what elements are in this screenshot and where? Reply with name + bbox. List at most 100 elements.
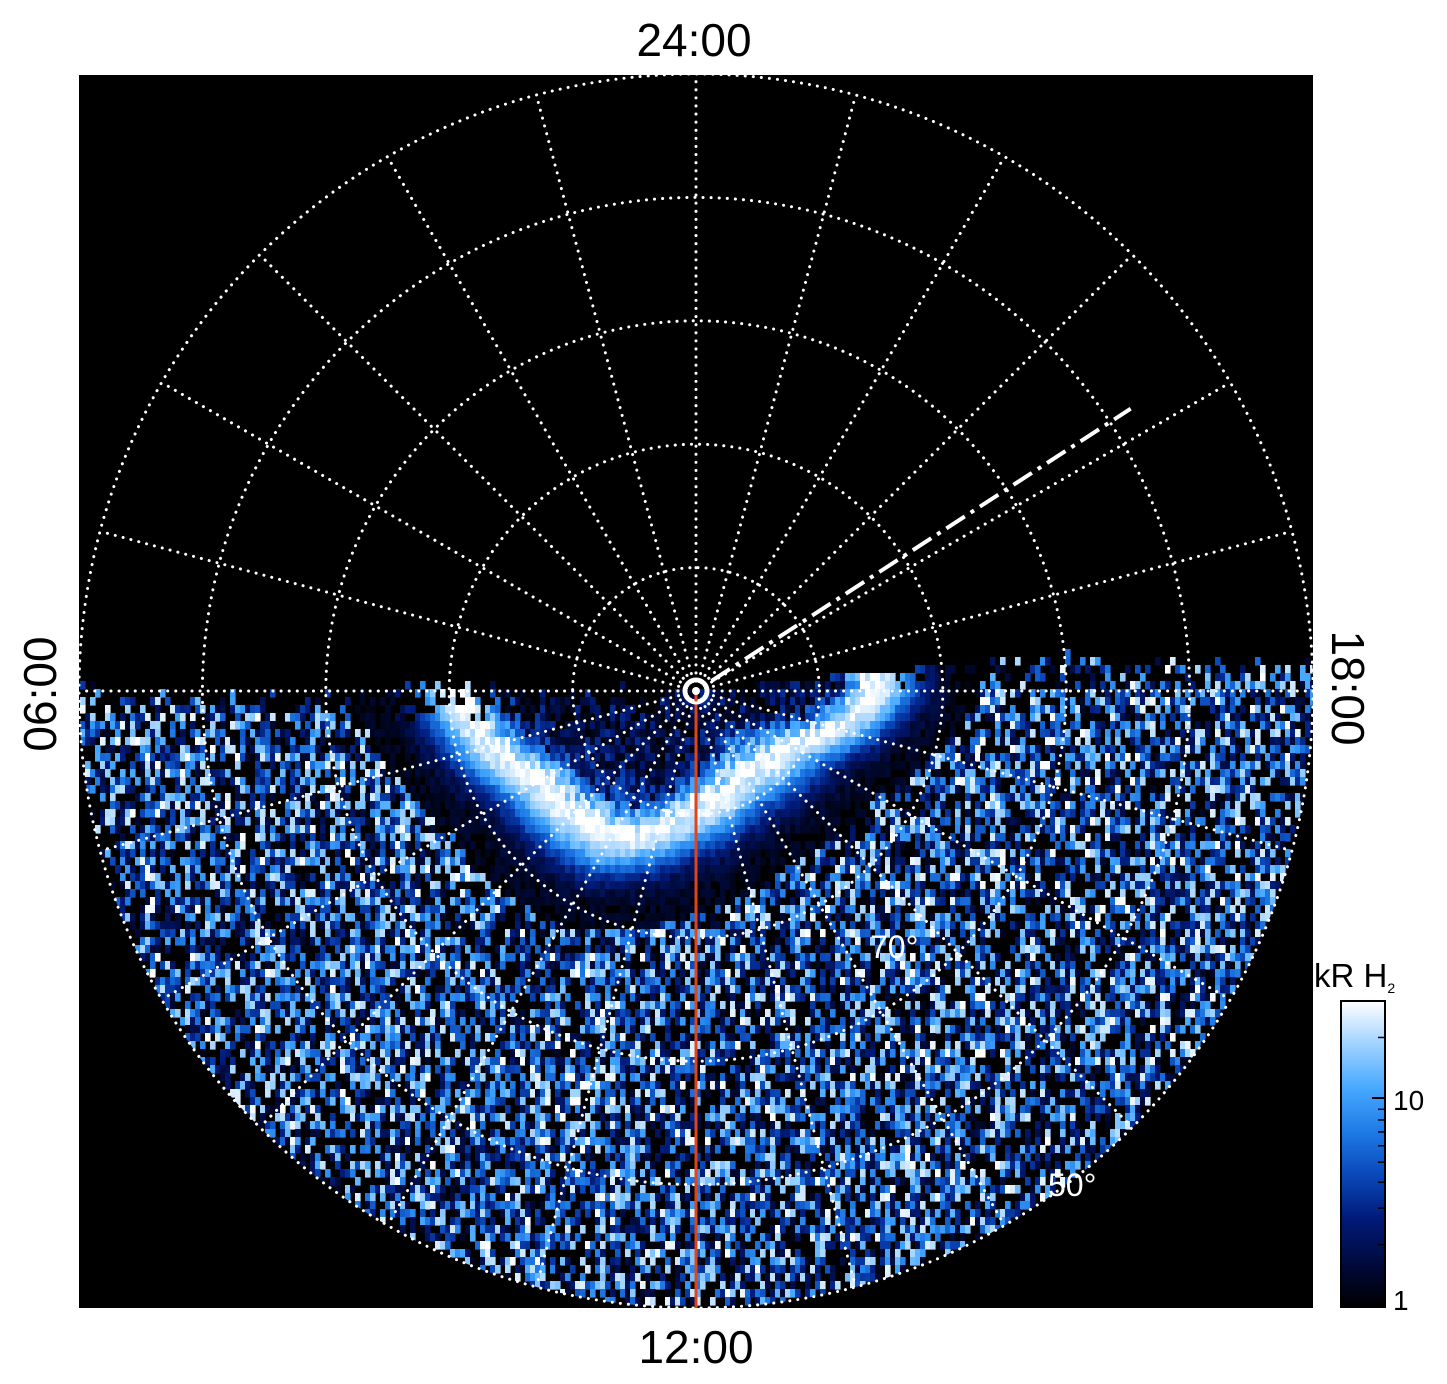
- emission-cell: [830, 801, 836, 810]
- emission-cell: [1120, 705, 1126, 714]
- emission-cell: [565, 905, 571, 914]
- emission-cell: [1110, 801, 1116, 810]
- emission-cell: [925, 689, 931, 698]
- emission-cell: [395, 849, 401, 858]
- emission-cell: [275, 753, 281, 762]
- emission-cell: [505, 761, 511, 770]
- emission-cell: [1070, 777, 1076, 786]
- emission-cell: [870, 769, 876, 778]
- emission-cell: [765, 737, 771, 746]
- emission-cell: [140, 745, 146, 754]
- emission-cell: [895, 809, 901, 818]
- emission-cell: [240, 785, 246, 794]
- emission-cell: [755, 785, 761, 794]
- emission-cell: [385, 705, 391, 714]
- emission-cell: [805, 873, 811, 882]
- emission-cell: [840, 745, 846, 754]
- emission-cell: [1180, 665, 1186, 674]
- emission-cell: [1030, 857, 1036, 866]
- emission-cell: [690, 737, 696, 746]
- emission-cell: [925, 665, 931, 674]
- emission-cell: [1265, 713, 1271, 722]
- emission-cell: [935, 665, 941, 674]
- emission-cell: [710, 849, 716, 858]
- emission-cell: [415, 889, 421, 898]
- emission-cell: [260, 905, 266, 914]
- emission-cell: [405, 729, 411, 738]
- emission-cell: [195, 737, 201, 746]
- emission-cell: [620, 817, 626, 826]
- emission-cell: [905, 833, 911, 842]
- emission-cell: [755, 753, 761, 762]
- emission-cell: [755, 801, 761, 810]
- emission-cell: [1010, 865, 1016, 874]
- emission-cell: [590, 865, 596, 874]
- emission-cell: [295, 793, 301, 802]
- emission-cell: [825, 681, 831, 690]
- emission-cell: [740, 713, 746, 722]
- emission-cell: [1165, 841, 1171, 850]
- emission-cell: [815, 745, 821, 754]
- emission-cell: [845, 785, 851, 794]
- emission-cell: [470, 777, 476, 786]
- emission-cell: [1115, 905, 1121, 914]
- emission-cell: [305, 905, 311, 914]
- emission-cell: [915, 665, 921, 674]
- emission-cell: [850, 697, 856, 706]
- emission-cell: [885, 737, 891, 746]
- emission-cell: [1220, 769, 1226, 778]
- emission-cell: [385, 857, 391, 866]
- emission-cell: [645, 825, 651, 834]
- emission-cell: [1010, 825, 1016, 834]
- emission-cell: [1175, 753, 1181, 762]
- emission-cell: [605, 865, 611, 874]
- emission-cell: [415, 689, 421, 698]
- emission-cell: [725, 705, 731, 714]
- emission-cell: [525, 753, 531, 762]
- emission-cell: [1135, 721, 1141, 730]
- emission-cell: [195, 729, 201, 738]
- emission-cell: [85, 737, 91, 746]
- emission-cell: [1120, 753, 1126, 762]
- emission-cell: [995, 697, 1001, 706]
- emission-cell: [975, 833, 981, 842]
- emission-cell: [1250, 777, 1256, 786]
- emission-cell: [315, 769, 321, 778]
- emission-cell: [655, 865, 661, 874]
- emission-cell: [690, 809, 696, 818]
- emission-cell: [1215, 881, 1221, 890]
- emission-cell: [560, 769, 566, 778]
- emission-cell: [525, 713, 531, 722]
- emission-cell: [1070, 721, 1076, 730]
- emission-cell: [1290, 753, 1296, 762]
- emission-cell: [500, 689, 506, 698]
- emission-cell: [435, 729, 441, 738]
- emission-cell: [780, 905, 786, 914]
- emission-cell: [840, 769, 846, 778]
- emission-cell: [95, 689, 101, 698]
- emission-cell: [375, 825, 381, 834]
- emission-cell: [555, 729, 561, 738]
- emission-cell: [975, 785, 981, 794]
- emission-cell: [705, 857, 711, 866]
- emission-cell: [775, 729, 781, 738]
- emission-cell: [1000, 857, 1006, 866]
- emission-cell: [1040, 793, 1046, 802]
- emission-cell: [1240, 769, 1246, 778]
- emission-cell: [1185, 817, 1191, 826]
- emission-cell: [475, 745, 481, 754]
- emission-cell: [1005, 841, 1011, 850]
- emission-cell: [835, 897, 841, 906]
- emission-cell: [800, 817, 806, 826]
- emission-cell: [740, 793, 746, 802]
- emission-cell: [890, 721, 896, 730]
- emission-cell: [1060, 817, 1066, 826]
- emission-cell: [135, 713, 141, 722]
- emission-cell: [455, 801, 461, 810]
- emission-cell: [450, 833, 456, 842]
- emission-cell: [660, 905, 666, 914]
- emission-cell: [700, 881, 706, 890]
- emission-cell: [815, 785, 821, 794]
- emission-cell: [515, 857, 521, 866]
- emission-cell: [335, 905, 341, 914]
